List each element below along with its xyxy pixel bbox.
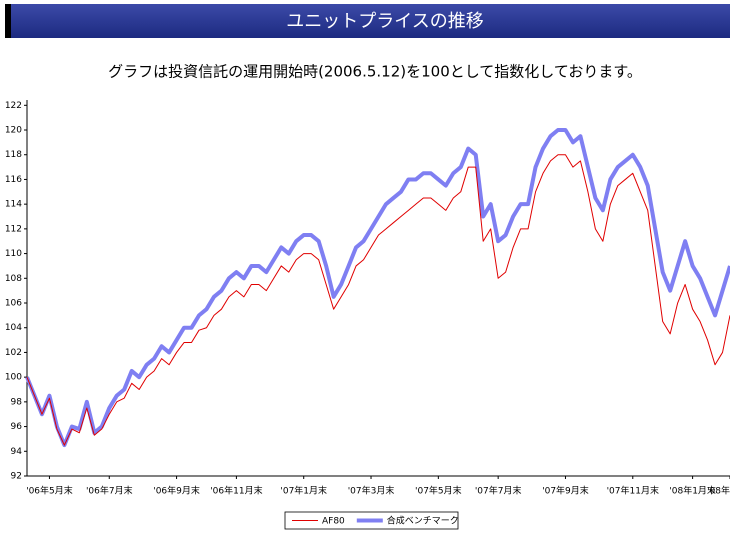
series-line <box>26 154 730 446</box>
x-tick-label: '07年3月末 <box>348 485 395 497</box>
x-tick-label: '07年5月末 <box>415 485 462 497</box>
y-tick-label: 114 <box>5 200 22 210</box>
y-tick-label: 98 <box>11 397 23 407</box>
subtitle: グラフは投資信託の運用開始時(2006.5.12)を100として指数化しておりま… <box>108 63 642 81</box>
y-tick-label: 122 <box>5 101 22 111</box>
series-line <box>25 128 730 448</box>
x-tick-label: '08年1月末 <box>669 485 716 497</box>
y-tick-label: 96 <box>11 422 23 432</box>
y-tick-label: 110 <box>5 249 22 259</box>
x-tick-label: '07年9月末 <box>542 485 589 497</box>
legend-label: 合成ベンチマーク <box>387 515 459 527</box>
header-bar <box>5 4 730 38</box>
legend-label: AF80 <box>322 517 345 527</box>
y-tick-label: 108 <box>5 274 22 284</box>
y-tick-label: 94 <box>11 447 23 457</box>
y-tick-label: 100 <box>5 373 22 383</box>
y-tick-label: 102 <box>5 348 22 358</box>
x-tick-label: '08年 <box>707 485 730 497</box>
y-tick-label: 104 <box>5 323 22 333</box>
y-tick-label: 106 <box>5 299 22 309</box>
header-accent <box>5 4 11 38</box>
x-tick-label: '06年7月末 <box>86 485 133 497</box>
y-tick-label: 92 <box>11 472 22 482</box>
x-tick-label: '07年11月末 <box>607 485 659 497</box>
header-title: ユニットプライスの推移 <box>286 11 483 32</box>
y-tick-label: 116 <box>5 175 22 185</box>
x-tick-label: '07年1月末 <box>280 485 327 497</box>
x-tick-label: '06年11月末 <box>210 485 262 497</box>
y-tick-label: 120 <box>5 126 22 136</box>
y-tick-label: 112 <box>5 224 22 234</box>
y-tick-label: 118 <box>5 150 22 160</box>
x-tick-label: '06年5月末 <box>26 485 73 497</box>
x-tick-label: '07年7月末 <box>475 485 522 497</box>
x-tick-label: '06年9月末 <box>153 485 200 497</box>
